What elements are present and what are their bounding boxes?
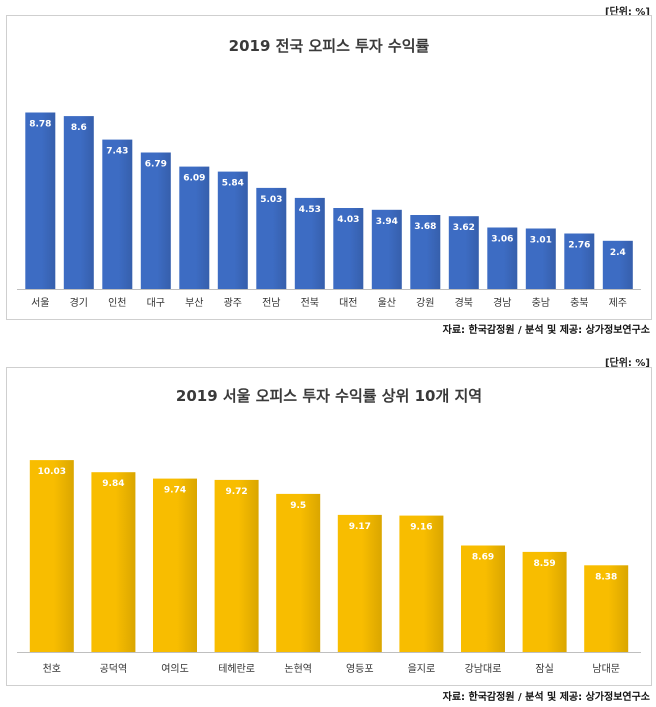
category-label-전북: 전북 <box>301 297 319 309</box>
category-label-강남대로: 강남대로 <box>465 663 502 675</box>
bar-충북 <box>564 233 595 289</box>
bar-광주 <box>217 171 248 289</box>
category-label-서울: 서울 <box>31 297 49 309</box>
category-label-광주: 광주 <box>224 297 242 309</box>
source-note-2: 자료: 한국감정원 / 분석 및 제공: 상가정보연구소 <box>442 692 650 703</box>
category-label-경남: 경남 <box>493 296 511 309</box>
bar-강원 <box>410 215 441 289</box>
chart-title-1: 2019 전국 오피스 투자 수익률 <box>228 37 430 55</box>
category-label-논현역: 논현역 <box>284 663 312 675</box>
category-label-여의도: 여의도 <box>161 663 189 675</box>
bar-전남 <box>256 187 287 289</box>
category-label-충북: 충북 <box>570 297 588 309</box>
value-label-전북: 4.53 <box>299 205 321 215</box>
bar-을지로 <box>399 515 444 652</box>
value-label-서울: 8.78 <box>29 120 51 130</box>
bar-공덕역 <box>91 472 136 652</box>
bar-영등포 <box>337 514 382 652</box>
value-label-인천: 7.43 <box>106 147 128 157</box>
value-label-영등포: 9.17 <box>349 522 371 532</box>
value-label-제주: 2.4 <box>610 248 626 258</box>
category-label-경기: 경기 <box>70 296 88 309</box>
category-label-부산: 부산 <box>185 297 203 309</box>
category-label-남대문: 남대문 <box>592 663 620 675</box>
value-label-경남: 3.06 <box>491 235 513 245</box>
chart-panel-1: 2019 전국 오피스 투자 수익률 8.78 서울 8.6 경기 7.43 인천 6.79… <box>6 15 652 320</box>
bar-잠실 <box>522 551 567 652</box>
bar-전북 <box>294 197 325 289</box>
bar-경기 <box>63 116 94 289</box>
value-label-대구: 6.79 <box>145 160 167 170</box>
category-label-경북: 경북 <box>455 296 473 309</box>
category-label-대전: 대전 <box>339 297 357 309</box>
category-label-을지로: 을지로 <box>408 663 436 675</box>
value-label-대전: 4.03 <box>337 215 359 225</box>
bar-제주 <box>602 240 633 290</box>
value-label-충북: 2.76 <box>568 241 590 251</box>
bar-강남대로 <box>461 545 505 652</box>
unit-label-1: [단위: %] <box>604 7 650 18</box>
category-label-대구: 대구 <box>147 297 165 309</box>
value-label-공덕역: 9.84 <box>102 479 124 489</box>
value-label-을지로: 9.16 <box>410 523 432 533</box>
category-label-전남: 전남 <box>262 297 280 309</box>
bar-충남 <box>525 228 556 289</box>
value-label-전남: 5.03 <box>260 195 282 205</box>
bar-테헤란로 <box>214 479 259 652</box>
unit-label-2: [단위: %] <box>604 358 650 369</box>
bar-부산 <box>179 166 210 289</box>
value-label-경기: 8.6 <box>71 123 87 133</box>
category-label-충남: 충남 <box>532 297 550 309</box>
category-label-공덕역: 공덕역 <box>100 663 128 675</box>
bar-경북 <box>448 216 479 289</box>
bar-서울 <box>25 112 56 289</box>
category-label-영등포: 영등포 <box>346 663 374 675</box>
bar-울산 <box>371 209 402 289</box>
value-label-강원: 3.68 <box>414 222 436 232</box>
value-label-테헤란로: 9.72 <box>225 487 247 497</box>
chart-panel-2: 2019 서울 오피스 투자 수익률 상위 10개 지역 10.03 천호 9.84… <box>6 367 652 686</box>
bar-남대문 <box>584 565 629 652</box>
bar-chart-2: 10.03 천호 9.84 공덕역 9.74 여의도 9.72 테헤란로 9.5 논현역 9.17 영… <box>17 460 641 675</box>
category-label-울산: 울산 <box>378 297 396 309</box>
value-label-천호: 10.03 <box>38 467 66 477</box>
bar-논현역 <box>276 493 321 652</box>
source-note-1: 자료: 한국감정원 / 분석 및 제공: 상가정보연구소 <box>442 325 650 336</box>
bar-천호 <box>29 460 74 652</box>
category-label-잠실: 잠실 <box>535 663 553 675</box>
category-label-테헤란로: 테헤란로 <box>218 663 255 675</box>
bar-대구 <box>140 152 171 289</box>
value-label-광주: 5.84 <box>222 179 244 189</box>
category-label-인천: 인천 <box>108 297 126 309</box>
value-label-충남: 3.01 <box>530 236 552 246</box>
bar-여의도 <box>153 478 197 652</box>
value-label-부산: 6.09 <box>183 174 205 184</box>
category-label-제주: 제주 <box>609 297 627 309</box>
bar-경남 <box>487 227 518 289</box>
chart-title-2: 2019 서울 오피스 투자 수익률 상위 10개 지역 <box>175 387 483 405</box>
value-label-남대문: 8.38 <box>595 572 617 582</box>
category-label-강원: 강원 <box>416 297 434 309</box>
bar-대전 <box>333 208 364 289</box>
value-label-경북: 3.62 <box>453 223 475 233</box>
bar-chart-1: 8.78 서울 8.6 경기 7.43 인천 6.79 대구 6.09 부산 5.84 광주 5.03 전… <box>17 112 641 309</box>
value-label-여의도: 9.74 <box>164 486 186 496</box>
value-label-강남대로: 8.69 <box>472 553 494 563</box>
value-label-울산: 3.94 <box>376 217 398 227</box>
value-label-논현역: 9.5 <box>290 501 306 511</box>
category-label-천호: 천호 <box>43 663 61 675</box>
value-label-잠실: 8.59 <box>533 559 555 569</box>
bar-인천 <box>102 139 133 289</box>
